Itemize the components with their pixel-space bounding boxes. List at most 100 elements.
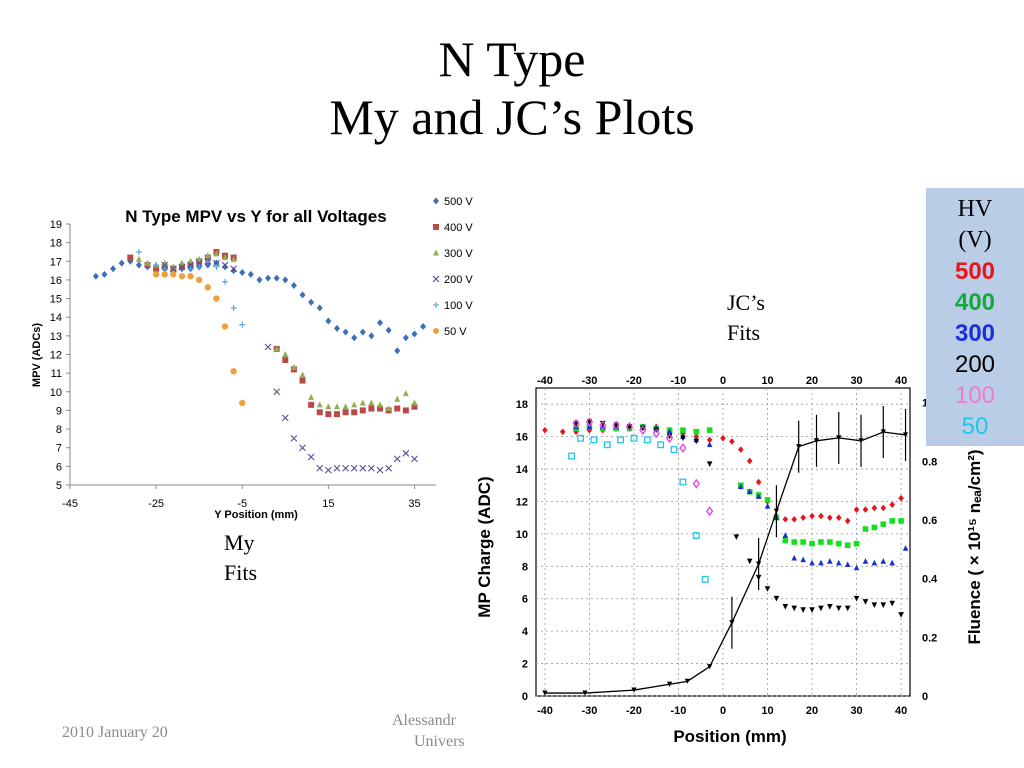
legend-label: 300 V xyxy=(444,248,473,260)
data-point xyxy=(135,248,142,255)
legend-label: 50 V xyxy=(444,326,467,338)
data-point xyxy=(746,457,753,465)
footer-author: Alessandr xyxy=(392,712,456,729)
data-point xyxy=(368,332,375,340)
data-point xyxy=(625,422,634,432)
data-point xyxy=(213,250,220,257)
data-point xyxy=(385,405,392,412)
data-point xyxy=(764,497,771,503)
data-point xyxy=(853,564,860,571)
data-point xyxy=(862,526,869,532)
my-fits-line-1: My xyxy=(224,530,255,555)
data-point xyxy=(239,268,246,276)
data-point xyxy=(273,388,281,396)
y2-tick-label: 0.4 xyxy=(922,574,938,586)
data-point xyxy=(204,258,211,265)
data-point xyxy=(195,259,203,267)
x-tick-label: 0 xyxy=(720,705,726,717)
x-tick-label: 10 xyxy=(761,705,773,717)
data-point xyxy=(92,272,99,280)
x-tick-label: -30 xyxy=(581,705,597,717)
data-point xyxy=(670,446,678,454)
data-point xyxy=(568,452,576,460)
legend-marker xyxy=(433,302,439,308)
series-200-v xyxy=(161,257,418,474)
fluence-point xyxy=(773,508,780,514)
data-point xyxy=(827,539,833,545)
y-tick-label: 14 xyxy=(50,312,62,324)
data-point xyxy=(572,418,580,429)
y-tick-label: 10 xyxy=(516,529,528,541)
data-point xyxy=(809,512,815,520)
data-point xyxy=(420,323,427,331)
data-point xyxy=(368,464,375,472)
data-point xyxy=(827,604,833,610)
data-point xyxy=(221,261,229,269)
hv-legend-unit: (V) xyxy=(958,227,992,253)
footer-university: Univers xyxy=(414,733,465,750)
data-point xyxy=(264,343,272,351)
data-point xyxy=(342,403,349,410)
data-point xyxy=(178,273,186,280)
data-point xyxy=(368,405,375,412)
data-point xyxy=(324,466,332,474)
data-point xyxy=(844,542,851,549)
hv-legend-entry: 400 xyxy=(954,289,996,316)
data-point xyxy=(706,427,713,433)
data-point xyxy=(411,330,418,338)
data-point xyxy=(853,540,860,547)
my-fits-line-2: Fits xyxy=(224,560,258,585)
x-tick-label-top: -20 xyxy=(626,375,642,387)
data-point xyxy=(221,323,229,330)
data-point xyxy=(411,455,418,463)
data-point xyxy=(880,504,887,512)
data-point xyxy=(871,602,878,609)
data-point xyxy=(359,328,366,336)
data-point xyxy=(299,444,306,452)
data-point xyxy=(376,466,384,474)
data-point xyxy=(169,265,177,273)
data-point xyxy=(729,438,735,445)
data-point xyxy=(351,401,358,408)
data-point xyxy=(110,265,117,273)
hv-legend-header: HV xyxy=(957,196,993,222)
data-point xyxy=(889,518,895,524)
data-point xyxy=(153,265,160,272)
x-tick-label: 40 xyxy=(895,705,907,717)
legend-label: 500 V xyxy=(444,196,473,208)
data-point xyxy=(640,425,646,432)
data-point xyxy=(316,464,324,472)
data-point xyxy=(351,334,358,342)
data-point xyxy=(402,449,410,457)
data-point xyxy=(385,326,392,334)
data-point xyxy=(680,427,686,433)
data-point xyxy=(692,478,700,489)
data-point xyxy=(290,282,297,290)
data-point xyxy=(603,441,611,449)
data-point xyxy=(333,464,341,472)
data-point xyxy=(213,295,220,302)
data-point xyxy=(265,274,272,282)
data-point xyxy=(738,446,744,453)
data-point xyxy=(325,317,332,325)
jc-fits-line-2: Fits xyxy=(727,320,761,345)
fluence-point xyxy=(542,690,548,696)
data-point xyxy=(359,464,367,472)
data-point xyxy=(359,407,366,414)
data-point xyxy=(630,434,638,442)
data-point xyxy=(299,291,306,299)
data-point xyxy=(290,435,298,442)
fluence-point xyxy=(858,438,864,444)
data-point xyxy=(590,436,598,444)
data-point xyxy=(161,265,168,272)
legend-marker xyxy=(433,197,439,205)
fluence-point xyxy=(582,690,588,696)
y2-tick-label: 0.8 xyxy=(922,456,937,468)
data-point xyxy=(862,599,869,605)
data-point xyxy=(213,263,220,270)
right-chart: -40-40-30-30-20-20-10-100010102020303040… xyxy=(475,375,984,746)
data-point xyxy=(889,501,895,509)
y-tick-label: 14 xyxy=(516,464,529,476)
hv-legend-entry: 200 xyxy=(954,351,996,378)
data-point xyxy=(871,504,878,512)
